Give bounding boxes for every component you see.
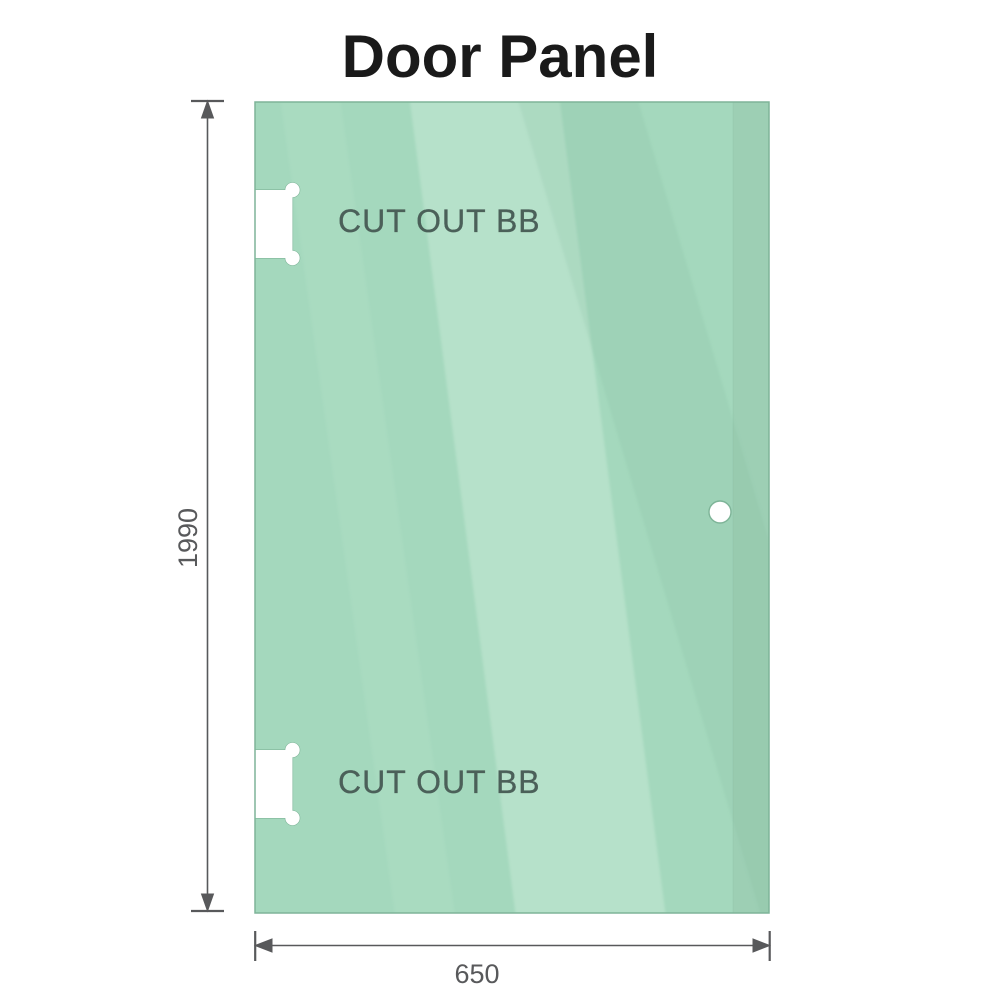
svg-text:CUT OUT BB: CUT OUT BB [338,203,541,239]
svg-text:1990: 1990 [173,508,203,568]
svg-text:CUT OUT BB: CUT OUT BB [338,764,541,800]
svg-text:650: 650 [454,959,499,989]
